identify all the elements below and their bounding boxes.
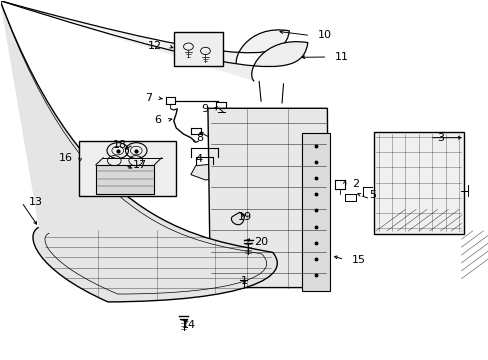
Text: 9: 9: [201, 104, 207, 114]
PathPatch shape: [207, 108, 328, 288]
PathPatch shape: [251, 42, 307, 83]
Text: 20: 20: [254, 237, 268, 247]
Text: 6: 6: [154, 115, 161, 125]
Text: 16: 16: [59, 153, 73, 163]
Text: 10: 10: [317, 31, 331, 40]
Bar: [96, 165, 154, 194]
Text: 14: 14: [181, 320, 195, 330]
Bar: [373, 132, 463, 234]
Text: 2: 2: [351, 179, 358, 189]
Text: 15: 15: [351, 255, 365, 265]
Text: 17: 17: [132, 159, 146, 170]
Bar: [79, 140, 176, 196]
Text: 18: 18: [112, 140, 126, 150]
PathPatch shape: [33, 227, 277, 302]
Text: 3: 3: [436, 133, 443, 143]
Text: 19: 19: [237, 212, 251, 221]
Text: 7: 7: [144, 93, 152, 103]
Text: 4: 4: [196, 154, 203, 164]
PathPatch shape: [231, 212, 244, 225]
PathPatch shape: [190, 164, 224, 180]
Text: 12: 12: [147, 41, 161, 51]
Bar: [173, 32, 222, 66]
Text: 11: 11: [334, 52, 348, 62]
Text: 5: 5: [368, 190, 375, 200]
Text: 1: 1: [241, 276, 247, 286]
Text: 13: 13: [29, 197, 43, 207]
Bar: [302, 134, 330, 291]
PathPatch shape: [236, 30, 289, 69]
Text: 8: 8: [196, 133, 203, 143]
